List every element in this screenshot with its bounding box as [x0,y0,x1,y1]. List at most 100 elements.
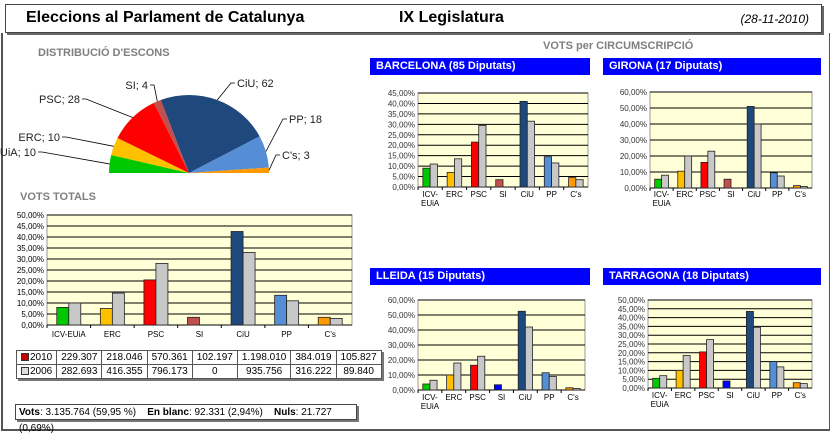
bar-pp-2010 [543,156,552,188]
bar-erc-2010 [675,370,684,389]
x-tick-label: SI [727,190,735,199]
y-tick-label: 30,00% [388,120,415,129]
bar-erc-2010 [446,374,455,391]
y-tick-label: 35,00% [17,244,44,253]
y-tick-label: 20,00% [388,141,415,150]
x-tick-label: EUiA [421,199,440,208]
y-tick-label: 10,00% [388,371,415,380]
y-tick-label: 0,00% [622,384,645,393]
cell: 282.693 [56,364,103,379]
votes-table: 2010 229.307 218.046 570.361 102.197 1.198.0… [15,350,382,379]
x-tick-label: PSC [700,190,717,199]
pie-slice-icveuia [109,155,189,173]
bar-pp-2006 [286,300,300,326]
y-tick-label: 0,00% [392,183,415,192]
x-tick-label: ERC [445,393,462,402]
leader-line [62,136,114,147]
y-tick-label: 60,00% [388,296,415,305]
bar-cs-2010 [568,177,577,188]
bar-icveuia-2010 [652,377,661,389]
x-tick-label: C's [325,330,336,339]
tarragona-chart: 0,00%5,00%10,00%15,00%20,00%25,00%30,00%… [618,296,813,409]
x-tick-label: PSC [469,393,486,402]
bar-erc-2006 [111,292,125,326]
y-tick-label: 10,00% [388,162,415,171]
x-tick-label: CiU [521,190,535,199]
y-tick-label: 50,00% [618,296,645,305]
x-tick-label: EUiA [421,402,440,411]
pie-label: SI; 4 [125,80,148,92]
bar-cs-2010 [792,382,801,389]
bar-icveuia-2006 [659,375,668,389]
bar-icveuia-2006 [429,379,438,391]
bar-ciu-2006 [526,120,535,188]
bar-erc-2006 [454,158,463,188]
table-row: 2010 229.307 218.046 570.361 102.197 1.198.0… [15,350,382,365]
bar-ciu-2006 [242,252,256,326]
x-tick-label: ERC [676,190,693,199]
bar-cs-2006 [575,179,584,188]
bar-ciu-2010 [745,311,754,389]
y-tick-label: 40,00% [620,120,647,129]
seats-title: DISTRIBUCIÓ D'ESCONS [38,47,170,59]
x-tick-label: C's [795,190,806,199]
vote-summary: Vots: 3.135.764 (59,95 %) En blanc: 92.3… [15,404,357,433]
x-tick-label: ICV-EUiA [52,330,86,339]
bar-si-2010 [723,178,732,189]
y-tick-label: 20,00% [388,356,415,365]
y-tick-label: 20,00% [620,152,647,161]
y-tick-label: 5,00% [392,173,415,182]
bar-cs-2010 [317,316,331,326]
year-label: 2010 [30,352,53,363]
bar-icveuia-2010 [56,307,70,326]
y-tick-label: 15,00% [388,152,415,161]
bar-cs-2006 [329,318,343,326]
pie-label: ERC; 10 [18,132,60,144]
bar-pp-2010 [769,172,778,189]
election-date: (28-11-2010) [740,12,809,26]
legend-2006-icon [21,367,29,376]
y-tick-label: 25,00% [17,266,44,275]
x-tick-label: C's [795,391,806,400]
pie-slice-psc [117,102,189,173]
x-tick-label: CiU [519,393,533,402]
null-label: Nuls [274,407,296,418]
leader-line [268,154,280,171]
votes-value: : 3.135.764 (59,95 %) [39,407,137,418]
y-tick-label: 0,00% [624,184,647,193]
x-tick-label: SI [498,393,506,402]
barcelona-title: BARCELONA (85 Diputats) [370,58,590,75]
x-tick-label: PSC [470,190,487,199]
x-tick-label: PSC [148,330,165,339]
bar-ciu-2010 [746,105,755,189]
bar-icveuia-2006 [661,174,669,189]
x-tick-label: ERC [104,330,121,339]
y-tick-label: 40,00% [388,326,415,335]
bar-icveuia-2006 [68,302,82,326]
leader-line [38,151,110,165]
null-value: : 21.727 (0,69%) [19,407,332,433]
x-tick-label: CiU [236,330,250,339]
y-tick-label: 5,00% [622,375,645,384]
bar-ciu-2006 [524,326,533,391]
seats-pie-chart: ICV-EUiA; 10 ERC; 10 PSC; 28 SI; 4 CiU; 62 PP… [0,78,322,173]
bar-pp-2006 [551,162,560,188]
x-tick-label: SI [196,330,204,339]
y-tick-label: 50,00% [620,104,647,113]
y-tick-label: 20,00% [17,277,44,286]
bar-ciu-2006 [753,123,762,189]
bar-si-2010 [722,380,731,389]
pie-slice-erc [111,137,189,173]
total-votes-title: VOTS TOTALS [20,191,96,203]
bar-ciu-2010 [519,100,528,188]
legislature: IX Legislatura [399,9,504,26]
cell: 316.222 [290,364,337,379]
cell: 0 [191,364,238,379]
y-tick-label: 20,00% [618,349,645,358]
y-tick-label: 0,00% [21,321,44,330]
y-tick-label: 15,00% [17,288,44,297]
x-tick-label: EUiA [652,199,671,208]
x-tick-label: ICV- [422,190,438,199]
x-tick-label: CiU [747,391,761,400]
